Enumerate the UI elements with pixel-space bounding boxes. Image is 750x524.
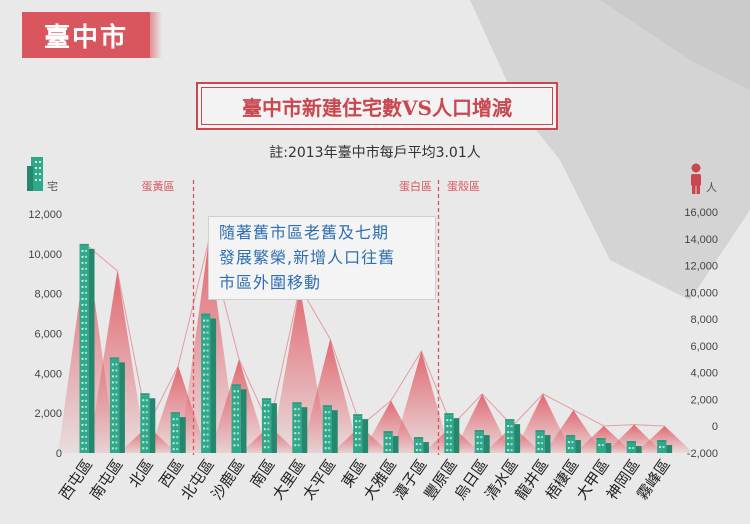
population-area-peak (301, 339, 360, 453)
right-axis-tick: 6,000 (690, 341, 718, 353)
right-axis-tick: 4,000 (690, 368, 718, 380)
annotation-line: 發展繁榮,新增人口往舊 (219, 248, 396, 267)
annotation-line: 市區外圍移動 (219, 273, 322, 292)
building-bar (444, 413, 460, 453)
building-bar (79, 243, 95, 453)
category-label: 太平區 (300, 457, 340, 504)
left-axis-tick: 2,000 (34, 408, 62, 420)
right-axis-unit: 人 (706, 181, 717, 194)
person-icon (691, 163, 701, 194)
building-bar (322, 405, 338, 453)
building-bar (261, 398, 277, 453)
annotation-line: 隨著舊市區老舊及七期 (219, 223, 390, 242)
population-area-peak (392, 351, 451, 453)
left-axis-tick: 10,000 (28, 249, 62, 261)
building-bar (565, 435, 581, 453)
right-axis-tick: 12,000 (684, 261, 718, 273)
building-bar (505, 419, 521, 453)
chart-title: 臺中市新建住宅數VS人口增減 (242, 95, 512, 120)
population-line (86, 241, 665, 428)
population-area-peak (453, 393, 512, 453)
city-name: 臺中市 (43, 22, 128, 53)
title-border (201, 87, 553, 125)
chart-note: 註:2013年臺中市每戶平均3.01人 (269, 145, 481, 161)
building-bar (413, 437, 429, 453)
right-axis-tick: 2,000 (690, 394, 718, 406)
zone-label: 蛋白區 (399, 179, 432, 193)
building-bar (353, 414, 369, 453)
left-axis-tick: 6,000 (34, 329, 62, 341)
right-axis-tick: 16,000 (684, 207, 718, 219)
building-bar (170, 412, 186, 453)
building-bar (596, 438, 612, 453)
building-bar (109, 357, 125, 453)
right-axis-tick: -2,000 (687, 448, 718, 460)
building-bar (201, 313, 217, 453)
category-label: 沙鹿區 (209, 457, 249, 504)
chart-title-box: 臺中市新建住宅數VS人口增減 (196, 82, 558, 130)
building-bar (140, 393, 156, 453)
building-bar (535, 430, 551, 453)
building-bar (657, 440, 673, 453)
right-axis-tick: 0 (712, 421, 718, 433)
population-area-peak (635, 426, 694, 453)
zone-label: 蛋黃區 (142, 180, 175, 193)
category-label: 南屯區 (87, 457, 127, 504)
annotation-box: 隨著舊市區老舊及七期 發展繁榮,新增人口往舊 市區外圍移動 (208, 216, 436, 300)
right-axis-tick: 10,000 (684, 287, 718, 299)
category-label: 北區 (126, 457, 157, 491)
left-axis-tick: 8,000 (34, 289, 62, 301)
left-axis-tick: 12,000 (28, 209, 62, 221)
building-bar (383, 431, 399, 453)
right-axis-tick: 8,000 (690, 314, 718, 326)
building-icon (27, 157, 43, 191)
city-tag: 臺中市 (22, 12, 162, 58)
left-axis-tick: 0 (56, 448, 62, 460)
left-axis-unit: 宅 (47, 179, 58, 193)
right-axis-tick: 14,000 (684, 234, 718, 246)
building-bar (292, 402, 308, 453)
building-bar (231, 384, 247, 453)
building-bar (626, 441, 642, 453)
left-axis-tick: 4,000 (34, 368, 62, 380)
building-bar (474, 430, 490, 453)
category-label: 霧峰區 (634, 457, 674, 504)
zone-label: 蛋殼區 (447, 180, 480, 193)
